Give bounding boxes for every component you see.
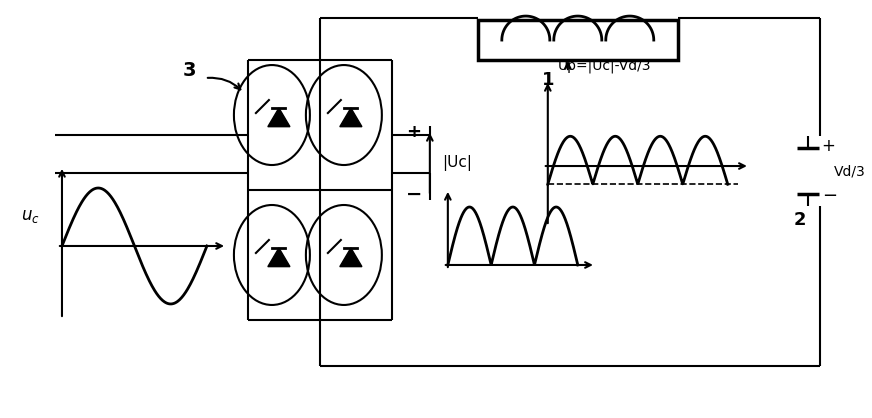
Text: −: − <box>821 187 837 205</box>
Text: Vd/3: Vd/3 <box>834 164 865 178</box>
Text: Up=|Uc|-Vd/3: Up=|Uc|-Vd/3 <box>558 59 651 73</box>
Bar <box>478 20 678 60</box>
Text: +: + <box>406 123 421 141</box>
Text: 1: 1 <box>542 71 554 89</box>
Text: −: − <box>405 184 422 204</box>
Text: 2: 2 <box>794 211 806 229</box>
Polygon shape <box>340 248 362 267</box>
Polygon shape <box>268 108 290 127</box>
Text: +: + <box>821 137 835 155</box>
Text: |Uc|: |Uc| <box>442 155 472 171</box>
Text: 3: 3 <box>183 61 197 79</box>
Text: $u_c$: $u_c$ <box>21 207 39 225</box>
Polygon shape <box>268 248 290 267</box>
Polygon shape <box>340 108 362 127</box>
